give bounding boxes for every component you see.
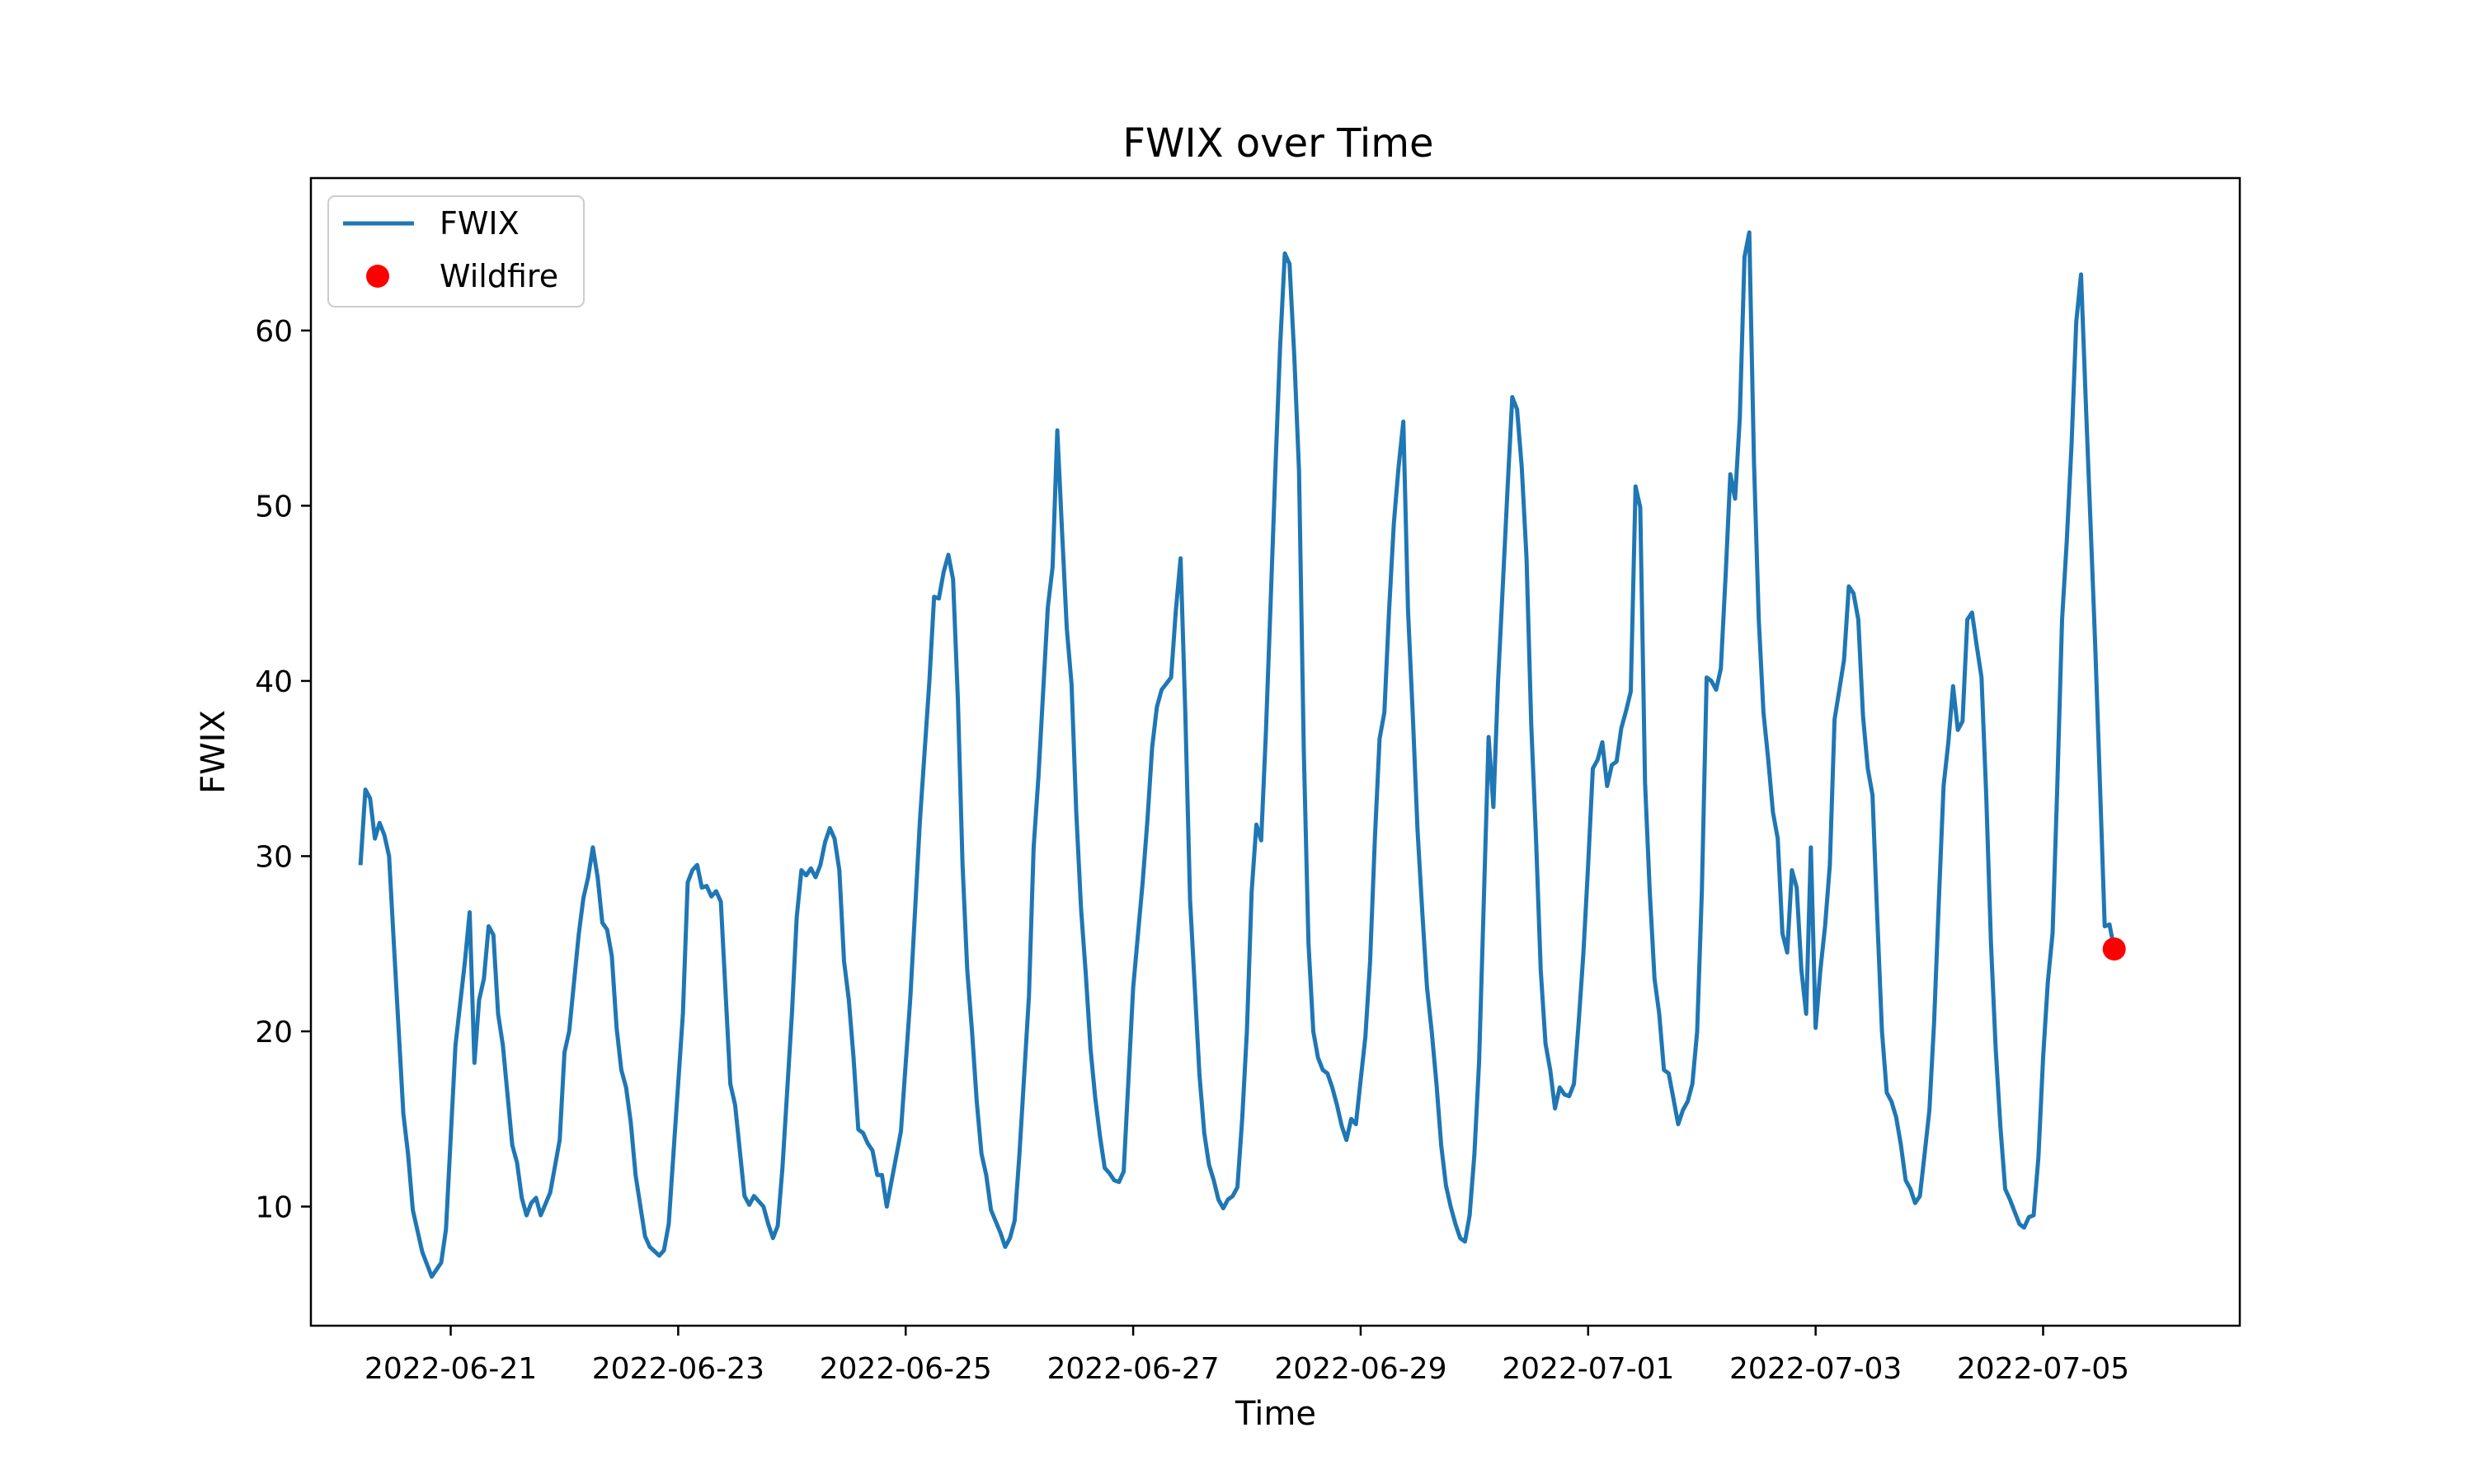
- chart-title: FWIX over Time: [1122, 120, 1433, 167]
- x-tick-label: 2022-06-29: [1274, 1352, 1446, 1386]
- y-tick-label: 10: [255, 1190, 293, 1224]
- legend-wildfire-marker: [366, 265, 389, 288]
- plot-frame: [309, 176, 2241, 1327]
- legend: FWIX Wildfire: [327, 195, 585, 308]
- y-tick-label: 50: [255, 490, 293, 524]
- x-axis-ticks: 2022-06-21 2022-06-23 2022-06-25 2022-06-27…: [365, 1326, 2129, 1386]
- x-tick-label: 2022-06-27: [1047, 1352, 1219, 1386]
- y-tick-label: 30: [255, 840, 293, 874]
- x-tick-label: 2022-06-21: [365, 1352, 537, 1386]
- y-axis-label: FWIX: [195, 710, 233, 794]
- legend-fwix-label: FWIX: [440, 205, 520, 242]
- y-tick-label: 60: [255, 315, 293, 349]
- x-tick-label: 2022-06-25: [820, 1352, 992, 1386]
- y-axis-ticks: 10 20 30 40 50 60: [255, 315, 311, 1224]
- y-tick-label: 40: [255, 665, 293, 699]
- fwix-line: [358, 230, 2117, 1279]
- legend-wildfire-label: Wildfire: [440, 258, 558, 294]
- x-axis-label: Time: [1235, 1395, 1316, 1433]
- wildfire-point: [2102, 937, 2126, 961]
- y-tick-label: 20: [255, 1016, 293, 1050]
- series-layer: [358, 230, 2126, 1279]
- x-tick-label: 2022-06-23: [592, 1352, 764, 1386]
- x-tick-label: 2022-07-03: [1729, 1352, 1902, 1386]
- x-tick-label: 2022-07-01: [1502, 1352, 1674, 1386]
- x-tick-label: 2022-07-05: [1957, 1352, 2129, 1386]
